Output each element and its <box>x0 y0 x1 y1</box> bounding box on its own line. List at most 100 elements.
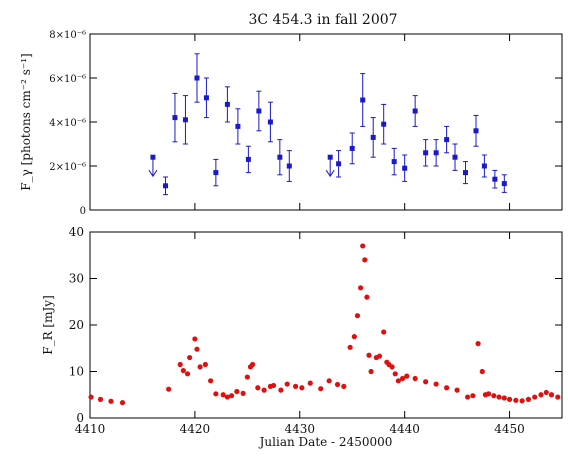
optical-point <box>187 354 193 361</box>
gamma-point <box>452 154 458 160</box>
bottom-y-axis-label: F_R [mJy] <box>41 295 55 355</box>
gamma-point <box>277 154 283 160</box>
top-plot-frame <box>89 33 563 211</box>
gamma-point <box>336 161 342 167</box>
optical-point <box>496 394 502 400</box>
gamma-point <box>473 128 479 134</box>
optical-point <box>538 392 544 398</box>
bottom-y-ticks: 0 10 20 30 40 <box>69 225 562 425</box>
bottom-x-ticks: 4410 4420 4430 4440 4450 <box>75 232 525 436</box>
gamma-point <box>245 156 251 162</box>
optical-point <box>360 243 366 249</box>
gamma-point <box>172 115 178 121</box>
optical-point <box>395 378 401 384</box>
optical-point <box>88 394 94 400</box>
top-y-tick-label: 2×10⁻⁶ <box>49 162 86 173</box>
optical-point <box>341 383 347 389</box>
optical-point <box>423 379 429 385</box>
optical-point <box>108 398 114 404</box>
optical-point <box>197 364 203 370</box>
optical-point <box>525 396 532 402</box>
gamma-ray-panel: F_γ [photons cm⁻² s⁻¹] 0 2×10⁻⁶ 4×10⁻⁶ 6×10… <box>19 30 563 217</box>
optical-point <box>543 389 549 396</box>
bottom-plot-frame <box>89 231 563 419</box>
gamma-point <box>492 176 498 182</box>
optical-point <box>501 395 507 401</box>
gamma-point <box>412 108 418 114</box>
optical-point <box>334 381 341 388</box>
optical-point <box>180 367 186 374</box>
gamma-upper-limit-arrow <box>325 169 335 178</box>
gamma-point <box>349 145 355 151</box>
optical-point <box>224 394 231 400</box>
gamma-point <box>444 137 450 143</box>
optical-point <box>119 400 126 406</box>
gamma-point <box>402 165 408 171</box>
optical-point <box>202 361 208 368</box>
x-axis-label: Julian Date - 2450000 <box>258 435 393 449</box>
optical-point <box>513 397 519 403</box>
optical-point <box>470 393 476 399</box>
optical-point <box>433 381 439 387</box>
optical-point <box>381 329 387 335</box>
optical-point <box>519 398 525 404</box>
gamma-upper-limit-arrow <box>148 169 158 178</box>
gamma-point <box>182 117 188 123</box>
optical-data-points <box>88 243 561 406</box>
bottom-x-tick-label: 4420 <box>180 422 211 436</box>
optical-point <box>326 378 332 384</box>
gamma-point <box>463 170 469 176</box>
top-y-tick-label: 0 <box>80 206 86 217</box>
gamma-point <box>381 121 387 127</box>
gamma-point <box>163 183 169 189</box>
optical-point <box>354 313 361 319</box>
optical-point <box>444 385 450 391</box>
optical-point <box>299 385 305 391</box>
optical-point <box>234 388 240 395</box>
optical-point <box>166 386 172 392</box>
optical-point <box>358 285 364 291</box>
bottom-y-tick-label: 40 <box>69 225 84 239</box>
bottom-y-tick-label: 30 <box>69 272 84 286</box>
optical-point <box>184 371 191 377</box>
optical-point <box>376 353 383 359</box>
optical-point <box>555 394 561 400</box>
gamma-point <box>391 159 397 165</box>
optical-point <box>249 361 256 368</box>
bottom-x-tick-label: 4430 <box>285 422 316 436</box>
optical-point <box>270 382 277 389</box>
optical-point <box>213 391 219 397</box>
optical-point <box>244 374 250 380</box>
bottom-x-tick-label: 4440 <box>389 422 420 436</box>
optical-point <box>255 385 261 391</box>
optical-point <box>364 294 370 300</box>
bottom-y-tick-label: 20 <box>69 318 84 332</box>
optical-point <box>404 373 410 379</box>
optical-point <box>389 364 395 370</box>
gamma-point <box>224 101 230 107</box>
optical-panel: F_R [mJy] Julian Date - 2450000 01020304… <box>41 225 563 449</box>
optical-point <box>368 368 374 375</box>
gamma-point <box>203 95 209 101</box>
optical-point <box>177 361 183 368</box>
gamma-point <box>433 150 439 156</box>
optical-point <box>240 390 246 396</box>
optical-point <box>491 393 497 399</box>
top-y-ticks: 0 2×10⁻⁶ 4×10⁻⁶ 6×10⁻⁶ 8×10⁻⁶ <box>49 30 562 217</box>
gamma-point <box>235 123 241 129</box>
bottom-y-tick-label: 10 <box>69 365 84 379</box>
optical-point <box>192 336 198 342</box>
optical-point <box>351 334 357 340</box>
gamma-point <box>213 170 219 176</box>
gamma-point <box>286 163 292 169</box>
optical-point <box>347 344 353 350</box>
top-y-axis-label: F_γ [photons cm⁻² s⁻¹] <box>19 53 33 190</box>
optical-point <box>399 375 406 382</box>
optical-point <box>97 396 104 402</box>
optical-point <box>261 387 267 393</box>
optical-point <box>318 386 324 392</box>
optical-point <box>229 393 235 399</box>
optical-point <box>194 346 200 352</box>
